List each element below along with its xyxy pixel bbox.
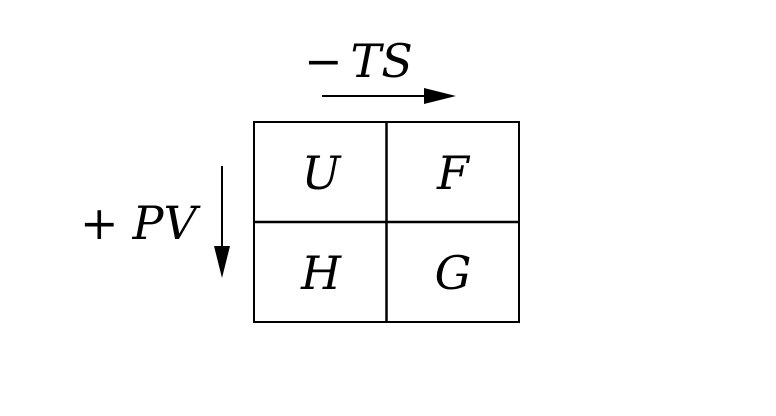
left-label: + PV — [80, 200, 197, 246]
cell-gibbs-free-energy: G — [434, 245, 472, 300]
top-label-operator: − — [304, 34, 343, 88]
top-label-variable: TS — [350, 34, 413, 88]
left-label-operator: + — [80, 196, 119, 250]
cell-helmholtz-free-energy: F — [437, 145, 469, 200]
down-arrow-head — [214, 246, 230, 278]
top-label: − TS — [304, 38, 413, 84]
left-label-variable: PV — [132, 196, 197, 250]
right-arrow-head — [424, 88, 456, 104]
cell-enthalpy: H — [300, 245, 342, 300]
cell-internal-energy: U — [301, 145, 341, 200]
